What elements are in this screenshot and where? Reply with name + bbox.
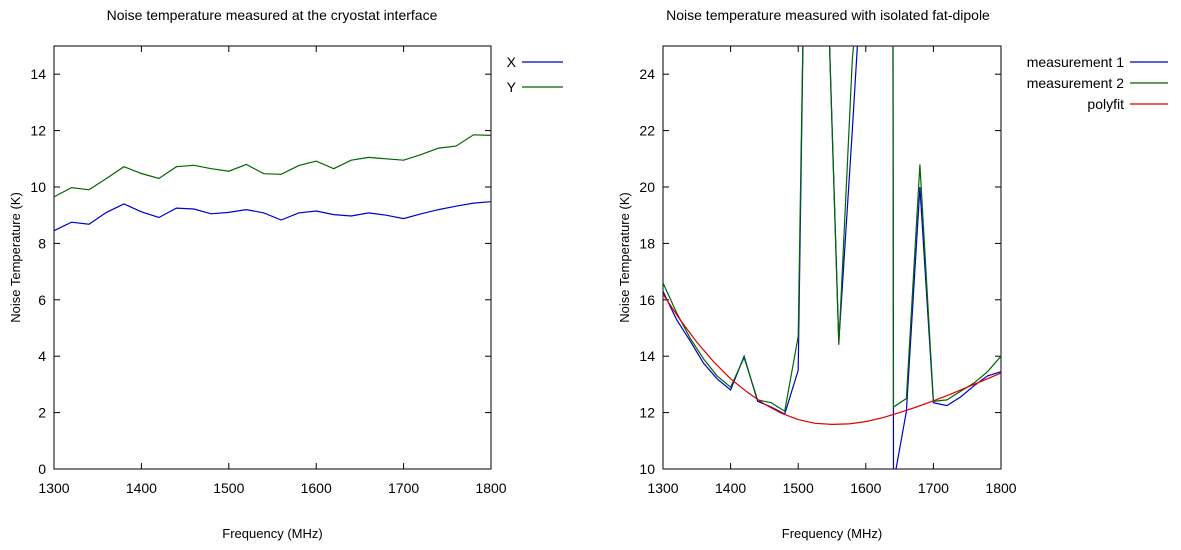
- plot-area: [663, 46, 1001, 469]
- legend-label: X: [507, 54, 517, 70]
- series-line-1: [54, 201, 491, 232]
- series-line-1: [663, 46, 1001, 469]
- x-tick-label: 1800: [985, 480, 1016, 496]
- series-line-2: [663, 46, 1001, 413]
- y-tick-label: 0: [38, 461, 46, 477]
- y-tick-label: 14: [639, 348, 655, 364]
- x-axis-label: Frequency (MHz): [222, 526, 322, 541]
- chart-1: Noise temperature measured at the cryost…: [8, 7, 563, 541]
- x-tick-label: 1500: [213, 480, 244, 496]
- series-line-3: [663, 293, 1001, 426]
- y-tick-label: 12: [30, 123, 46, 139]
- chart-title: Noise temperature measured with isolated…: [666, 7, 990, 23]
- plot-area: [54, 134, 491, 232]
- x-tick-label: 1500: [783, 480, 814, 496]
- plot-frame: [53, 45, 492, 470]
- y-axis-label: Noise Temperature (K): [617, 192, 632, 323]
- x-axis-label: Frequency (MHz): [782, 526, 882, 541]
- y-tick-label: 16: [639, 292, 655, 308]
- legend-label: measurement 1: [1027, 54, 1124, 70]
- legend-label: measurement 2: [1027, 75, 1124, 91]
- y-tick-label: 22: [639, 123, 655, 139]
- x-tick-label: 1600: [301, 480, 332, 496]
- y-tick-label: 24: [639, 66, 655, 82]
- y-tick-label: 14: [30, 66, 46, 82]
- x-tick-label: 1800: [475, 480, 506, 496]
- y-tick-label: 8: [38, 235, 46, 251]
- y-tick-label: 6: [38, 292, 46, 308]
- legend-label: polyfit: [1087, 96, 1124, 112]
- y-tick-label: 10: [639, 461, 655, 477]
- series-line-2: [54, 134, 491, 198]
- x-tick-label: 1400: [126, 480, 157, 496]
- y-tick-label: 2: [38, 405, 46, 421]
- x-tick-label: 1400: [715, 480, 746, 496]
- y-tick-label: 10: [30, 179, 46, 195]
- x-tick-label: 1700: [918, 480, 949, 496]
- y-tick-label: 4: [38, 348, 46, 364]
- x-tick-label: 1700: [388, 480, 419, 496]
- y-tick-label: 18: [639, 235, 655, 251]
- x-tick-label: 1600: [850, 480, 881, 496]
- x-tick-label: 1300: [647, 480, 678, 496]
- y-tick-label: 12: [639, 405, 655, 421]
- y-axis-label: Noise Temperature (K): [8, 192, 23, 323]
- plot-frame: [662, 45, 1002, 470]
- chart-2: Noise temperature measured with isolated…: [617, 7, 1168, 541]
- legend-label: Y: [507, 79, 517, 95]
- y-tick-label: 20: [639, 179, 655, 195]
- x-tick-label: 1300: [38, 480, 69, 496]
- chart-title: Noise temperature measured at the cryost…: [107, 7, 438, 23]
